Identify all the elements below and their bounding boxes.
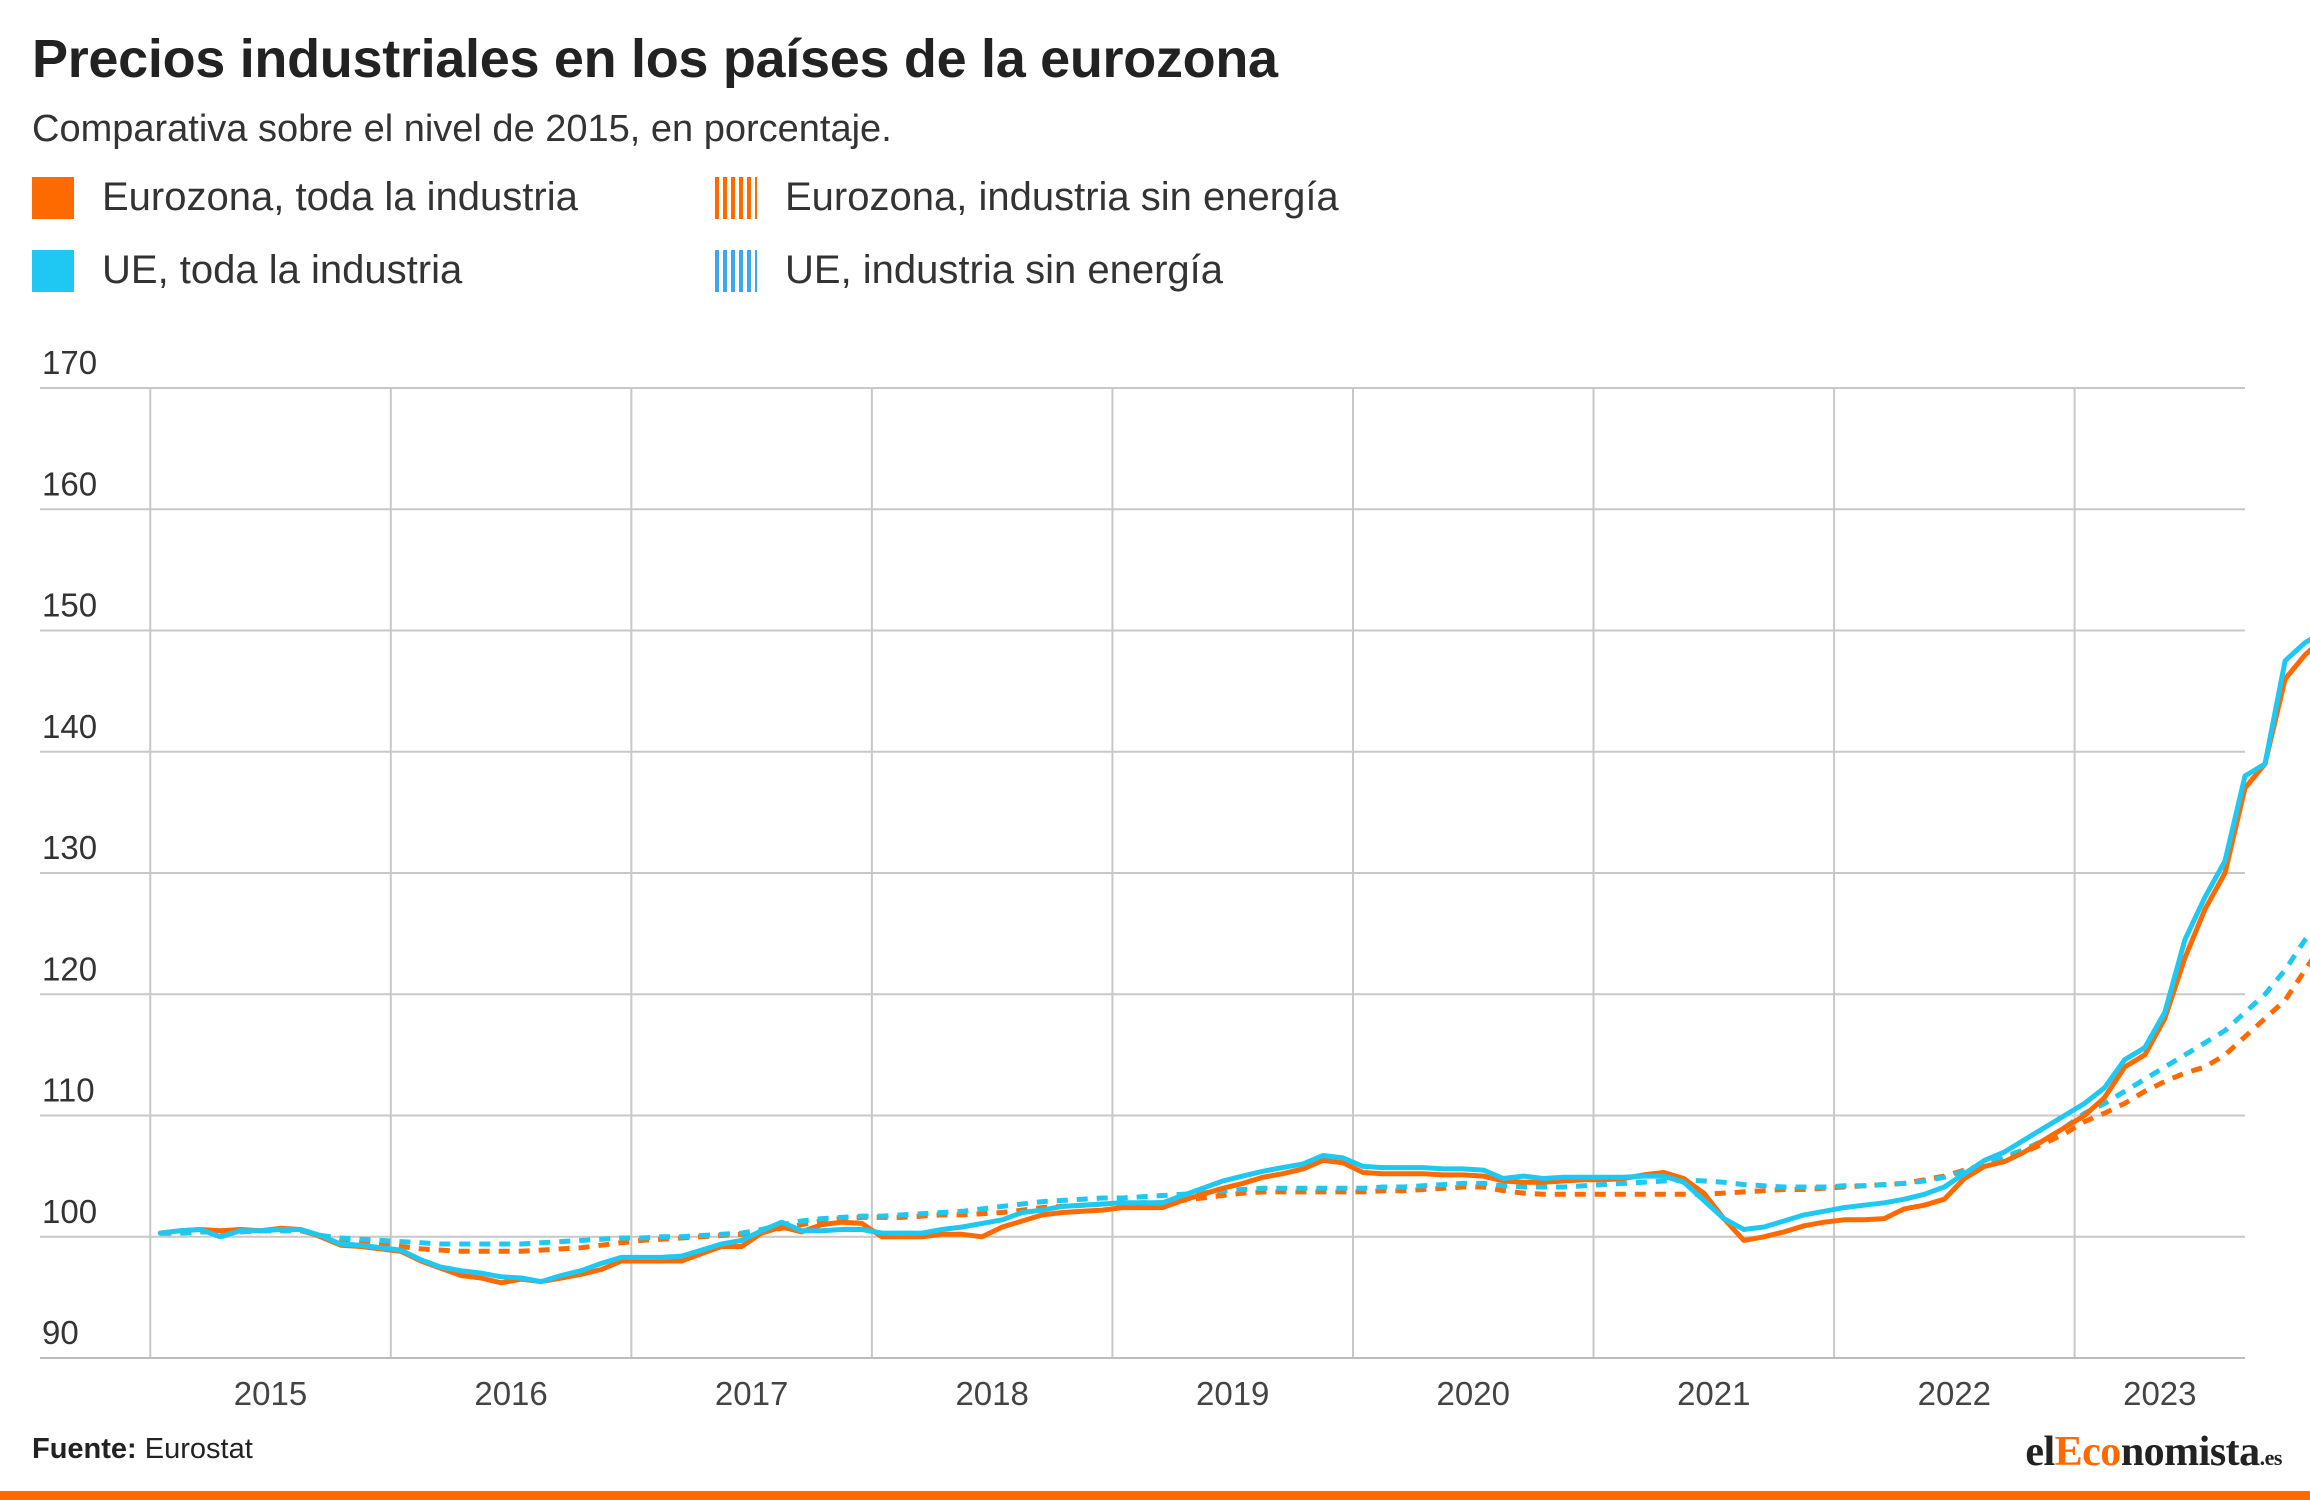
line-chart: 90 100 110 120 130 140 150 160 170 2015 2016 2017 20… (40, 344, 2310, 1412)
legend-item-eurozona-sin-energia: Eurozona, industria sin energía (715, 175, 1339, 220)
grid-layer (40, 387, 2245, 1359)
legend-label: UE, toda la industria (102, 248, 463, 292)
series-layer (157, 636, 2310, 1286)
series-line-eurozona-toda-la-industria (157, 646, 2310, 1286)
series-line-ue-industria-sin-energia (160, 929, 2310, 1247)
legend-label: UE, industria sin energía (785, 248, 1224, 292)
x-tick-label: 2020 (1437, 1375, 1510, 1412)
x-tick-label: 2016 (474, 1375, 547, 1412)
y-tick-label: 150 (42, 587, 97, 624)
y-tick-label: 100 (42, 1193, 97, 1230)
legend-swatch-ue-sin-energia (715, 249, 757, 292)
brand-rest: nomista (2120, 1429, 2260, 1475)
chart-subtitle: Comparativa sobre el nivel de 2015, en p… (32, 108, 892, 150)
source-note: Fuente: Eurostat (32, 1433, 253, 1466)
y-tick-label: 160 (42, 465, 97, 502)
legend-item-eurozona-total: Eurozona, toda la industria (32, 175, 578, 220)
source-value: Eurostat (144, 1433, 253, 1465)
x-tick-label: 2021 (1677, 1375, 1750, 1412)
y-tick-label: 140 (42, 708, 97, 745)
x-tick-label: 2022 (1918, 1375, 1991, 1412)
legend-label: Eurozona, industria sin energía (785, 175, 1339, 219)
legend-item-ue-total: UE, toda la industria (32, 248, 462, 293)
y-tick-label: 110 (42, 1072, 95, 1109)
source-label: Fuente: (32, 1433, 137, 1465)
x-tick-label: 2017 (715, 1375, 788, 1412)
x-tick-label: 2023 (2123, 1375, 2196, 1412)
brand-prefix: el (2025, 1429, 2055, 1475)
legend-item-ue-sin-energia: UE, industria sin energía (715, 248, 1223, 293)
x-tick-label: 2019 (1196, 1375, 1269, 1412)
y-tick-label: 170 (42, 344, 97, 381)
x-tick-label: 2015 (234, 1375, 307, 1412)
legend-swatch-ue-total (32, 249, 74, 292)
bottom-accent-bar (0, 1491, 2310, 1500)
y-tick-label: 120 (42, 950, 97, 987)
y-tick-label: 90 (42, 1314, 79, 1351)
brand-tld: .es (2259, 1445, 2283, 1470)
x-tick-label: 2018 (955, 1375, 1028, 1412)
series-line-eurozona-industria-sin-energia (160, 958, 2310, 1254)
chart-title: Precios industriales en los países de la… (32, 29, 1278, 89)
legend-label: Eurozona, toda la industria (102, 175, 578, 219)
legend-swatch-eurozona-total (32, 176, 74, 219)
brand-accent: Eco (2054, 1429, 2122, 1475)
brand-logo: elEconomista.es (2025, 1428, 2282, 1476)
series-line-ue-toda-la-industria (157, 636, 2310, 1285)
legend-swatch-eurozona-sin-energia (715, 176, 757, 219)
y-tick-label: 130 (42, 829, 97, 866)
axis-layer: 90 100 110 120 130 140 150 160 170 2015 2016 2017 20… (40, 344, 2245, 1412)
